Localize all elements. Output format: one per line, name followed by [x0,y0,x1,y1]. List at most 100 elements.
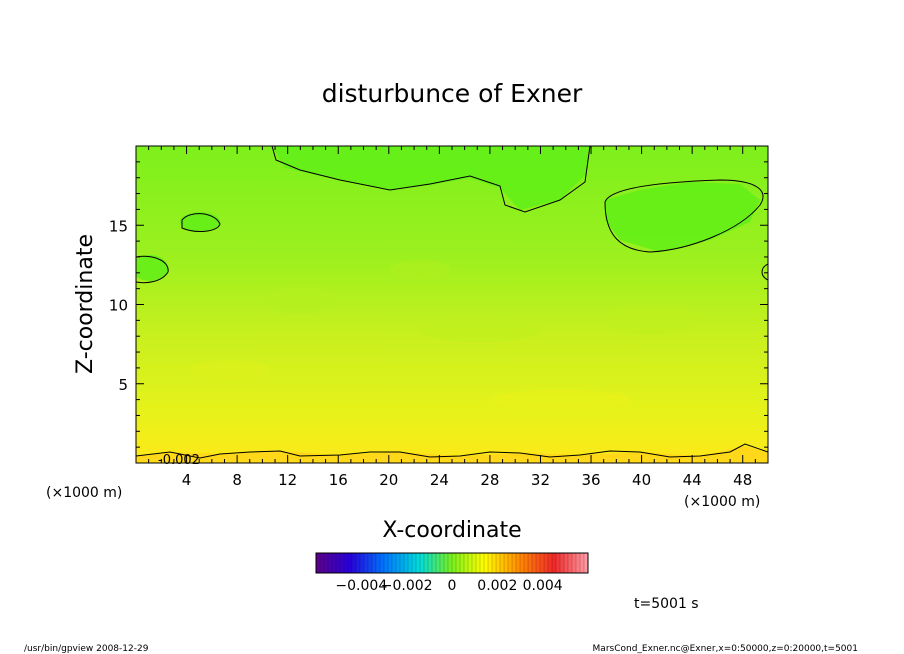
x-tick-label: 8 [232,471,242,489]
colorbar-cell [388,553,393,573]
x-tick-label: 12 [278,471,297,489]
colorbar-tick-label: 0 [448,578,457,594]
x-unit-label-right: (×1000 m) [684,494,760,510]
colorbar-cell [496,553,501,573]
x-tick-label: 20 [379,471,398,489]
colorbar-cell [504,553,509,573]
colorbar-cell [328,553,333,573]
colorbar-cell [444,553,449,573]
x-axis-label: X-coordinate [382,518,521,543]
colorbar-cell [556,553,561,573]
colorbar-cell [540,553,545,573]
colorbar [315,552,589,574]
colorbar-tick-label: −0.004 [335,578,387,594]
colorbar-cell [480,553,485,573]
colorbar-cell [368,553,373,573]
colorbar-cell [544,553,549,573]
colorbar-cell [380,553,385,573]
contour-lines [136,146,768,459]
colorbar-cell [396,553,401,573]
colorbar-cell [560,553,565,573]
colorbar-cell [572,553,577,573]
colorbar-cell [448,553,453,573]
colorbar-cell [352,553,357,573]
colorbar-cell [356,553,361,573]
x-tick-label: 28 [480,471,499,489]
contour-label: -0.002 [158,453,200,468]
region-top-green [272,146,590,210]
colorbar-cell [528,553,533,573]
colorbar-cell [332,553,337,573]
colorbar-cell [412,553,417,573]
y-tick-label: 5 [118,376,128,394]
colorbar-cell [568,553,573,573]
colorbar-cell [552,553,557,573]
y-ticks: 5 10 15 [109,161,768,448]
colorbar-cell [360,553,365,573]
x-tick-label: 44 [683,471,702,489]
colorbar-cell [344,553,349,573]
colorbar-cell [532,553,537,573]
colorbar-cell [512,553,517,573]
colorbar-cell [536,553,541,573]
colorbar-cell [316,553,321,573]
colorbar-cell [424,553,429,573]
patch-4 [390,260,450,280]
colorbar-cell [320,553,325,573]
colorbar-cell [440,553,445,573]
colorbar-cell [468,553,473,573]
colorbar-cell [400,553,405,573]
x-tick-label: 16 [329,471,348,489]
colorbar-cell [324,553,329,573]
colorbar-cell [436,553,441,573]
patch-2 [420,318,540,342]
colorbar-cell [456,553,461,573]
colorbar-cell [472,553,477,573]
colorbar-cell [476,553,481,573]
y-axis-label: Z-coordinate [73,234,98,374]
colorbar-tick-label: 0.004 [523,578,563,594]
x-unit-label-left: (×1000 m) [46,485,122,501]
colorbar-cell [508,553,513,573]
colorbar-tick-label: −0.002 [381,578,433,594]
colorbar-tick-label: 0.002 [477,578,517,594]
colorbar-cell [580,553,585,573]
x-tick-label: 40 [632,471,651,489]
colorbar-cell [484,553,489,573]
patch-3 [600,306,700,334]
colorbar-cell [416,553,421,573]
colorbar-cell [376,553,381,573]
colorbar-cell [372,553,377,573]
colorbar-frame [315,552,589,574]
footer-right: MarsCond_Exner.nc@Exner,x=0:50000,z=0:20… [593,644,858,654]
patch-5 [190,360,270,380]
region-left-green-a [180,212,220,232]
colorbar-cell [408,553,413,573]
colorbar-cell [516,553,521,573]
colorbar-cell [340,553,345,573]
colorbar-cell [460,553,465,573]
colorbar-cell [584,553,589,573]
colorbar-cell [492,553,497,573]
colorbar-cell [548,553,553,573]
time-label: t=5001 s [634,596,699,612]
x-tick-label: 32 [531,471,550,489]
colorbar-cell [348,553,353,573]
colorbar-cell [384,553,389,573]
colorbar-cell [392,553,397,573]
colorbar-cell [488,553,493,573]
colorbar-cell [564,553,569,573]
patch-6 [490,390,630,410]
patch-1 [260,286,340,314]
colorbar-cell [464,553,469,573]
colorbar-cell [432,553,437,573]
region-left-green-b [136,255,168,281]
colorbar-cell [364,553,369,573]
heatmap-field [136,146,768,463]
colorbar-cell [428,553,433,573]
colorbar-tick-labels: −0.004−0.002 0 0.002 0.004 [335,578,562,594]
y-tick-label: 10 [109,297,128,315]
x-tick-label: 48 [733,471,752,489]
x-tick-label: 24 [430,471,449,489]
